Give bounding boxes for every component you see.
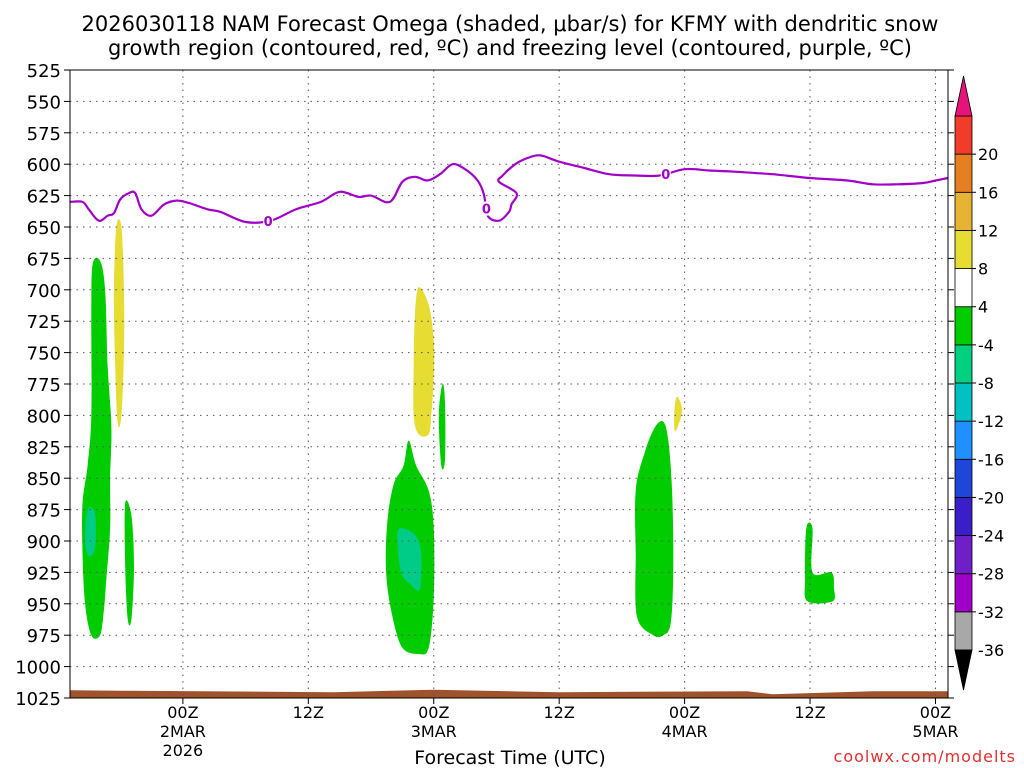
y-tick-label: 775 [27,375,61,396]
y-tick-label: 850 [27,469,61,490]
omega-region-green [804,522,836,604]
colorbar-label: 20 [978,145,998,164]
x-tick-label: 12Z [544,703,575,722]
freezing-level-label: 0 [264,215,273,230]
x-tick-label: 12Z [293,703,324,722]
plot-area [70,219,948,698]
omega-region-yellow [674,396,683,432]
x-tick-date: 5MAR [912,722,958,741]
colorbar-bin [954,230,973,269]
omega-region-green [124,500,134,626]
x-tick-label: 00Z [167,703,198,722]
colorbar-label: -32 [978,603,1004,622]
y-tick-label: 675 [27,249,61,270]
y-tick-label: 1000 [15,658,61,679]
x-tick-year: 2026 [163,741,204,760]
x-tick-date: 2MAR [160,722,206,741]
x-tick-label: 00Z [418,703,449,722]
terrain-surface [70,689,948,698]
chart-title-line-2: growth region (contoured, red, ºC) and f… [108,36,912,60]
colorbar-label: -28 [978,565,1004,584]
colorbar-label: 12 [978,221,998,240]
y-axis: 525 550 575 600 625 650 675 700 725 750 775 800 825 8… [15,61,954,710]
colorbar-label: 8 [978,260,988,279]
colorbar-label: -16 [978,450,1004,469]
x-tick-date: 4MAR [662,722,708,741]
omega-region-teal [85,507,96,557]
y-tick-label: 525 [27,61,61,82]
y-tick-label: 750 [27,344,61,365]
x-tick-date: 3MAR [411,722,457,741]
y-tick-label: 625 [27,187,61,208]
freezing-level-line [69,154,949,224]
plot-frame [69,69,949,699]
omega-region-green [634,421,674,638]
colorbar-bin [954,535,973,575]
colorbar-label: -24 [978,527,1004,546]
y-tick-label: 725 [27,312,61,333]
omega-region-teal [397,528,422,591]
freezing-level-label-bg [481,201,492,216]
freezing-level-label-bg [660,166,671,181]
x-tick-label: 00Z [920,703,951,722]
omega-region-green [438,383,446,470]
colorbar-label: -4 [978,336,994,355]
y-tick-label: 825 [27,438,61,459]
x-tick-label: 00Z [669,703,700,722]
colorbar-bottom-arrow [954,649,973,691]
x-tick-label: 12Z [794,703,825,722]
colorbar-bin [954,497,973,536]
grid [70,70,948,698]
y-tick-label: 900 [27,532,61,553]
y-tick-label: 600 [27,155,61,176]
colorbar-legend: -32 -28 -24 -20 -16 -12 -8 -4 4 8 12 16 20 -36 [954,75,1004,691]
colorbar-bin [954,573,973,613]
colorbar-label: -12 [978,412,1004,431]
y-tick-label: 1025 [15,689,61,710]
colorbar-bin [954,344,973,384]
colorbar-bin [954,115,973,155]
omega-region-green [82,257,112,639]
freezing-level-label-bg [263,213,274,228]
colorbar-label: 4 [978,298,988,317]
y-tick-label: 800 [27,406,61,427]
colorbar-label: 16 [978,183,998,202]
y-tick-label: 650 [27,218,61,239]
y-tick-label: 700 [27,281,61,302]
y-tick-label: 550 [27,92,61,113]
colorbar-bin [954,153,973,193]
colorbar-label: -8 [978,374,994,393]
colorbar-bin [954,191,973,231]
colorbar-label-bottom: -36 [978,641,1004,660]
x-axis-label: Forecast Time (UTC) [414,747,605,768]
colorbar-top-arrow [954,75,973,117]
omega-region-yellow [413,287,435,437]
omega-region-yellow [113,219,125,428]
chart-title-line-1: 2026030118 NAM Forecast Omega (shaded, μ… [82,12,939,36]
colorbar-bin [954,382,973,422]
y-tick-label: 875 [27,501,61,522]
colorbar-bin [954,458,973,498]
freezing-level-label: 0 [661,168,670,183]
colorbar-bin [954,611,973,651]
colorbar-label: -20 [978,488,1004,507]
y-tick-label: 575 [27,124,61,145]
y-tick-label: 925 [27,563,61,584]
colorbar-bin [954,306,973,346]
freezing-level-label: 0 [482,203,491,218]
colorbar-bin [954,420,973,460]
credit-text: coolwx.com/modelts [834,747,1016,766]
colorbar-bin [954,268,973,308]
freezing-level: 0 0 0 [69,154,949,230]
y-tick-label: 950 [27,595,61,616]
y-tick-label: 975 [27,626,61,647]
